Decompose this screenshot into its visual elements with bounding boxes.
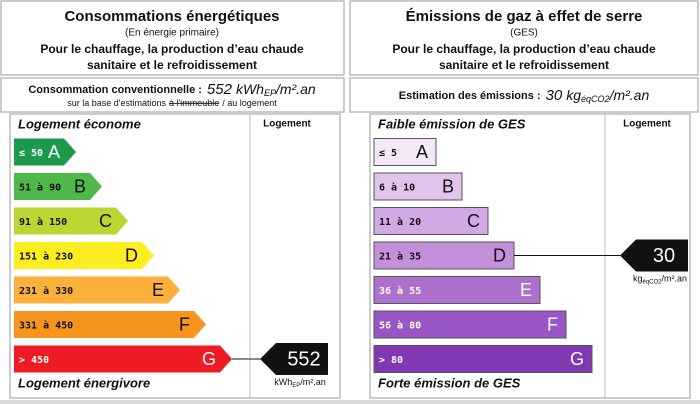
scope-line: Pour le chauffage, la production d’eau c… xyxy=(392,42,656,56)
scope-line: sanitaire et le refroidissement xyxy=(439,58,609,72)
class-bar xyxy=(14,242,154,269)
class-range: 11 à 20 xyxy=(379,216,421,228)
class-range: > 450 xyxy=(19,355,49,366)
ghg-scale-box xyxy=(369,113,691,399)
class-letter: E xyxy=(152,280,164,300)
scope-line: sanitaire et le refroidissement xyxy=(87,58,257,72)
class-bar xyxy=(373,138,437,166)
class-letter: G xyxy=(202,349,216,369)
class-bar xyxy=(14,173,102,200)
summary-line: Estimation des émissions : 30 kgéqCO2/m².a… xyxy=(399,87,650,105)
summary-value: 30 xyxy=(546,87,563,104)
unit-sub: éqCO2 xyxy=(642,279,662,285)
basis-struck: à l'immeuble xyxy=(169,98,219,108)
basis-start: sur la base d'estimations xyxy=(67,98,166,108)
class-range: ≤ 50 xyxy=(19,148,43,159)
unit-main: kWh xyxy=(236,81,264,97)
ghg-header-box xyxy=(349,0,699,76)
class-range: 331 à 450 xyxy=(19,320,73,332)
rating-marker xyxy=(620,239,688,272)
class-letter: D xyxy=(493,245,506,265)
unit-sub: EP xyxy=(264,88,276,98)
rating-value: 30 xyxy=(653,245,675,267)
class-range: 91 à 150 xyxy=(19,216,67,228)
unit-rest: /m².an xyxy=(609,87,650,103)
rating-unit: kgéqCO2/m².an xyxy=(633,274,687,285)
class-bar xyxy=(14,276,180,304)
class-letter: B xyxy=(442,176,454,196)
panel-subtitle: (GES) xyxy=(510,28,538,39)
bottom-label: Logement énergivore xyxy=(18,375,150,390)
panel-title: Émissions de gaz à effet de serre xyxy=(406,8,643,25)
class-letter: B xyxy=(74,176,86,196)
class-range: 151 à 230 xyxy=(19,251,73,263)
column-header: Logement xyxy=(263,119,311,130)
class-bar xyxy=(373,345,593,373)
class-letter: E xyxy=(520,280,532,300)
class-letter: G xyxy=(570,349,584,369)
bottom-label: Forte émission de GES xyxy=(378,375,521,390)
class-bar xyxy=(373,310,567,339)
class-range: ≤ 5 xyxy=(379,148,397,159)
top-label: Faible émission de GES xyxy=(378,116,526,131)
unit-main: kWh xyxy=(274,377,292,387)
summary-value: 552 xyxy=(207,81,233,98)
class-bar xyxy=(373,276,541,304)
class-letter: D xyxy=(125,245,138,265)
bottom-strip xyxy=(0,400,700,404)
class-range: > 80 xyxy=(379,355,403,366)
class-range: 231 à 330 xyxy=(19,285,73,297)
unit-rest: /m².an xyxy=(275,81,316,97)
energy-header-box xyxy=(0,0,345,76)
energy-summary-box xyxy=(0,77,345,113)
class-range: 56 à 80 xyxy=(379,320,421,332)
class-bar xyxy=(14,138,76,166)
unit-sub: éqCO2 xyxy=(581,94,610,104)
top-label: Logement économe xyxy=(18,116,141,131)
unit-main: kg xyxy=(633,274,643,284)
unit-rest: /m².an xyxy=(662,274,688,284)
panel-title: Consommations énergétiques xyxy=(64,8,279,25)
summary-label: Consommation conventionnelle : xyxy=(28,84,202,96)
energy-scale-box xyxy=(9,113,341,399)
rating-unit: kWhEP/m².an xyxy=(274,377,326,388)
class-bar xyxy=(373,207,489,235)
basis-end: / au logement xyxy=(222,98,277,108)
class-bar xyxy=(14,311,206,338)
class-letter: A xyxy=(48,142,60,162)
class-letter: C xyxy=(467,211,480,231)
scope-line: Pour le chauffage, la production d’eau c… xyxy=(40,42,304,56)
unit-main: kg xyxy=(566,87,581,103)
class-range: 36 à 55 xyxy=(379,285,421,297)
panel-subtitle: (En énergie primaire) xyxy=(125,28,219,39)
unit-sub: EP xyxy=(292,383,300,389)
basis-note: sur la base d'estimations à l'immeuble / a… xyxy=(67,98,277,108)
class-letter: A xyxy=(416,142,428,162)
class-range: 51 à 90 xyxy=(19,182,61,194)
class-bar xyxy=(14,345,232,373)
class-range: 6 à 10 xyxy=(379,182,415,194)
rating-marker xyxy=(260,343,328,375)
summary-line: Consommation conventionnelle : 552 kWhEP/m… xyxy=(28,81,316,99)
class-range: 21 à 35 xyxy=(379,251,421,263)
class-letter: F xyxy=(179,314,190,334)
class-letter: F xyxy=(547,314,558,334)
ghg-summary-box xyxy=(349,77,699,113)
summary-label: Estimation des émissions : xyxy=(399,90,541,102)
class-bar xyxy=(373,172,463,201)
rating-value: 552 xyxy=(287,348,320,370)
unit-rest: /m².an xyxy=(300,377,326,387)
class-bar xyxy=(14,207,128,235)
column-header: Logement xyxy=(623,119,671,130)
class-letter: C xyxy=(99,211,112,231)
